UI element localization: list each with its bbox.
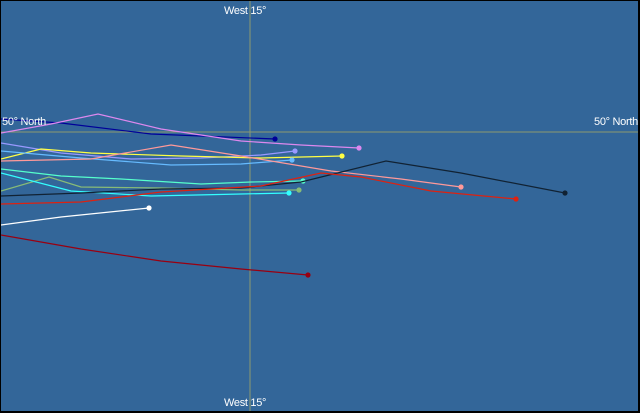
lat-label-right: 50° North	[594, 116, 638, 128]
track-endpoint-marker[interactable]	[286, 190, 292, 196]
storm-track[interactable]	[1, 207, 150, 226]
storm-track[interactable]	[1, 172, 517, 205]
track-endpoint-marker[interactable]	[458, 184, 464, 190]
track-endpoint-marker[interactable]	[296, 187, 302, 193]
storm-track[interactable]	[1, 150, 293, 166]
storm-track[interactable]	[1, 168, 304, 185]
track-endpoint-marker[interactable]	[356, 145, 362, 151]
lat-label-left: 50° North	[2, 116, 46, 128]
storm-track[interactable]	[1, 160, 566, 197]
track-endpoint-marker[interactable]	[146, 205, 152, 211]
track-endpoint-marker[interactable]	[513, 196, 519, 202]
track-endpoint-marker[interactable]	[292, 148, 298, 154]
lon-label-top: West 15°	[224, 5, 267, 17]
storm-track[interactable]	[1, 142, 296, 160]
track-endpoint-marker[interactable]	[272, 136, 278, 142]
track-endpoint-marker[interactable]	[289, 157, 295, 163]
storm-track[interactable]	[1, 113, 360, 149]
track-endpoint-marker[interactable]	[305, 272, 311, 278]
lon-label-bottom: West 15°	[224, 397, 267, 409]
track-endpoint-marker[interactable]	[562, 190, 568, 196]
storm-track[interactable]	[1, 144, 462, 188]
storm-track[interactable]	[1, 234, 309, 276]
storm-track[interactable]	[1, 176, 299, 192]
track-endpoint-marker[interactable]	[339, 153, 345, 159]
storm-track[interactable]	[1, 172, 290, 197]
storm-track[interactable]	[1, 148, 343, 160]
